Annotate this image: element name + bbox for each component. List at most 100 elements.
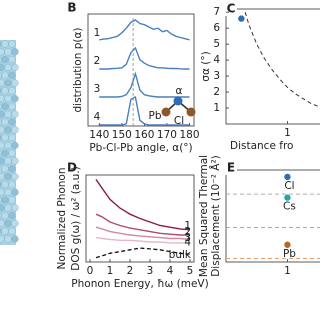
series-line — [95, 247, 191, 259]
atom — [4, 48, 12, 56]
x-tick-label: 0 — [87, 265, 94, 277]
panel-label: E — [227, 161, 235, 175]
y-tick-label: 6 — [213, 22, 220, 34]
atom — [4, 204, 12, 212]
atom — [8, 71, 16, 79]
y-tick-label: 7 — [213, 6, 220, 18]
inset-label: α — [176, 85, 183, 97]
series-line — [99, 46, 190, 70]
series-label: 1 — [94, 27, 101, 39]
series-label: bulk — [169, 249, 192, 261]
atom — [11, 110, 19, 118]
atom — [11, 188, 19, 196]
atom — [4, 110, 12, 118]
point-label: Cs — [283, 201, 296, 213]
atom — [8, 180, 16, 189]
plot-frame — [225, 169, 320, 263]
atom — [1, 165, 9, 173]
plot-frame — [225, 8, 320, 125]
atom — [8, 196, 16, 204]
atom — [4, 126, 12, 134]
y-axis-label: distribution p(α) — [72, 28, 84, 113]
fit-line — [244, 12, 320, 108]
atom — [1, 180, 9, 189]
atom — [11, 126, 19, 134]
series-label: 4 — [94, 111, 101, 123]
series-label: 1 — [184, 220, 191, 232]
atom — [1, 227, 9, 235]
panel-label: B — [67, 1, 76, 15]
x-axis-label: Phonon Energy, ħω (meV) — [71, 278, 208, 290]
x-axis-label: Pb-Cl-Pb angle, α(°) — [89, 142, 192, 154]
atom — [8, 55, 16, 64]
atom — [4, 157, 12, 165]
atom — [11, 204, 19, 212]
x-tick-label: 2 — [127, 265, 134, 277]
x-tick-label: 5 — [187, 265, 194, 277]
x-tick-label: 1 — [284, 127, 291, 139]
y-axis-label: σα (°) — [200, 51, 212, 81]
y-tick-label: 5 — [213, 38, 220, 50]
atom — [8, 40, 16, 48]
plot-frame — [85, 174, 195, 263]
atom — [11, 157, 19, 165]
series-label: 3 — [94, 83, 101, 95]
atom — [4, 188, 12, 196]
x-tick-label: 180 — [179, 129, 199, 141]
pb-atom — [161, 107, 171, 117]
atom — [11, 63, 19, 72]
atom — [8, 227, 16, 235]
y-axis-label: Mean Squared Thermal — [198, 155, 210, 277]
atom — [1, 134, 9, 142]
atom — [1, 55, 9, 64]
label-box — [225, 160, 237, 175]
atom — [8, 165, 16, 173]
x-tick-label: 170 — [157, 129, 177, 141]
data-point — [284, 194, 291, 201]
series-label: 3 — [184, 232, 191, 244]
inset-label: Cl — [174, 115, 184, 127]
atom — [11, 141, 19, 150]
series-line — [95, 213, 190, 236]
atom — [8, 118, 16, 126]
y-tick-label: 2 — [213, 86, 220, 98]
atom — [8, 212, 16, 220]
atom — [4, 235, 12, 243]
x-tick-label: 4 — [167, 265, 174, 277]
atom — [4, 173, 12, 181]
y-axis-label: DOS g(ω) / ω² (a.u.) — [70, 166, 82, 271]
panel-label: C — [227, 2, 236, 16]
atom — [4, 79, 12, 87]
point-label: Cl — [284, 180, 294, 192]
series-line — [95, 236, 190, 244]
atom — [4, 219, 12, 228]
crystal-atoms — [0, 40, 19, 243]
y-tick-label: 1 — [213, 102, 220, 114]
y-axis-label: Normalized Phonon — [56, 167, 68, 269]
x-tick-label: 160 — [134, 129, 154, 141]
x-tick-label: 1 — [284, 265, 291, 277]
atom — [1, 71, 9, 79]
atom — [8, 87, 16, 95]
atom — [1, 87, 9, 95]
atom — [11, 79, 19, 87]
atom — [4, 141, 12, 150]
series-label: 2 — [184, 226, 191, 238]
x-tick-label: 3 — [147, 265, 154, 277]
atom — [1, 149, 9, 157]
x-tick-label: 1 — [107, 265, 114, 277]
panel-label: D — [67, 161, 77, 175]
x-axis-label: Distance fro — [230, 140, 293, 152]
atom — [1, 196, 9, 204]
atom — [11, 219, 19, 228]
series-label: 4 — [184, 236, 191, 248]
atom — [11, 48, 19, 56]
x-tick-label: 150 — [112, 129, 132, 141]
x-tick-label: 140 — [89, 129, 109, 141]
series-line — [99, 95, 190, 126]
pb-atom — [186, 107, 196, 117]
series-line — [99, 71, 190, 98]
atom — [11, 173, 19, 181]
atom — [1, 212, 9, 220]
atom — [8, 134, 16, 142]
